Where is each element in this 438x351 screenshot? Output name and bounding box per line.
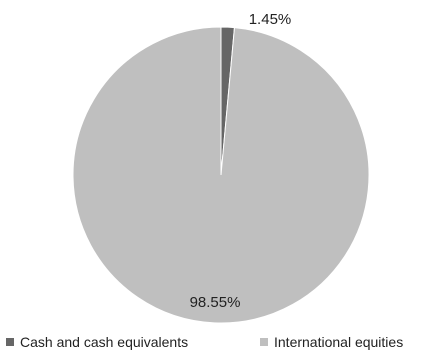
data-label-cash: 1.45% (249, 11, 292, 28)
legend-item-international-equities: International equities (260, 334, 403, 350)
legend-swatch-international-equities (260, 338, 268, 346)
pie-slice-international-equities (72, 26, 370, 324)
legend-label-cash: Cash and cash equivalents (20, 334, 189, 350)
legend-swatch-cash (6, 338, 14, 346)
legend: Cash and cash equivalents International … (6, 332, 438, 351)
data-label-international-equities: 98.55% (190, 294, 241, 311)
legend-item-cash: Cash and cash equivalents (6, 334, 188, 350)
legend-label-international-equities: International equities (274, 334, 404, 350)
